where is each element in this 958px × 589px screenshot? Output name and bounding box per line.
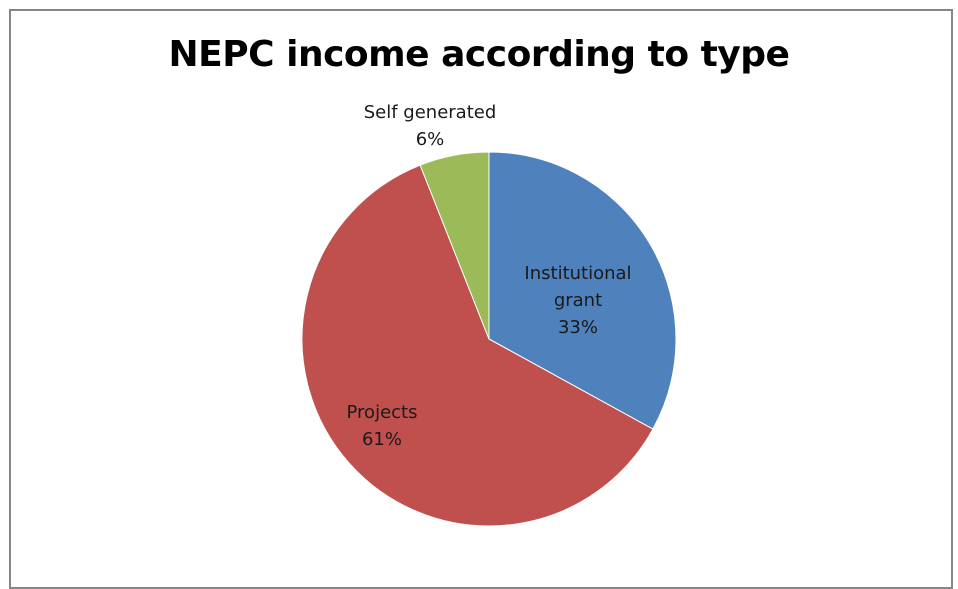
slice-category-label-1: Projects [347, 402, 418, 423]
pie-slice-2 [419, 151, 490, 340]
slice-percent-label-2: 6% [416, 129, 445, 150]
chart-title: NEPC income according to type [168, 34, 790, 75]
slice-percent-label-1: 61% [362, 429, 402, 450]
pie-slice-0 [488, 151, 677, 430]
pie-slice-1 [301, 164, 654, 527]
slice-category-label-2: Self generated [364, 102, 497, 123]
slice-category-label-0: Institutional [524, 263, 631, 284]
slice-percent-label-0: 33% [558, 317, 598, 338]
slice-category-label-0: grant [554, 290, 602, 311]
